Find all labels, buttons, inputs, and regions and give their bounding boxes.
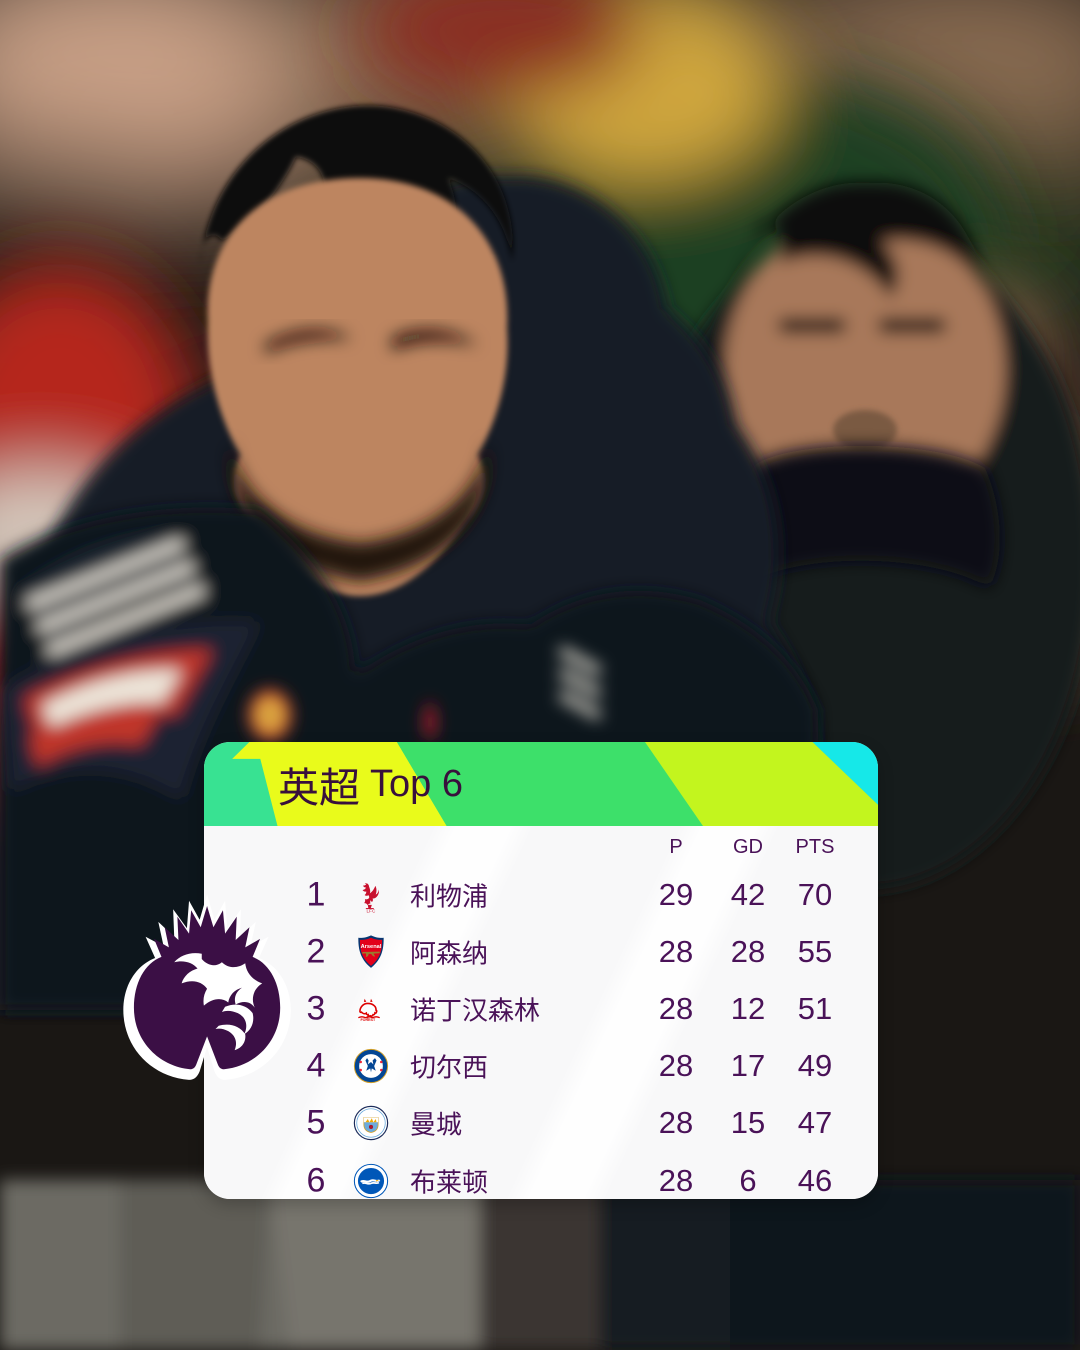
svg-text:Arsenal: Arsenal — [361, 944, 382, 950]
svg-text:LFC: LFC — [366, 908, 376, 913]
svg-text:FOREST: FOREST — [360, 1018, 375, 1022]
